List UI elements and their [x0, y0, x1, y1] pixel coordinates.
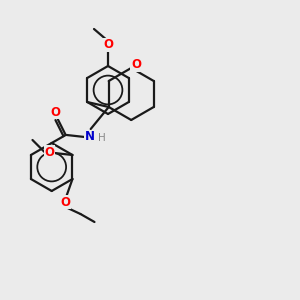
Text: N: N: [85, 130, 95, 143]
Text: O: O: [44, 146, 55, 158]
Text: O: O: [103, 38, 113, 52]
Text: O: O: [131, 58, 141, 71]
Text: O: O: [51, 106, 61, 118]
Text: O: O: [61, 196, 70, 208]
Text: H: H: [98, 133, 105, 143]
